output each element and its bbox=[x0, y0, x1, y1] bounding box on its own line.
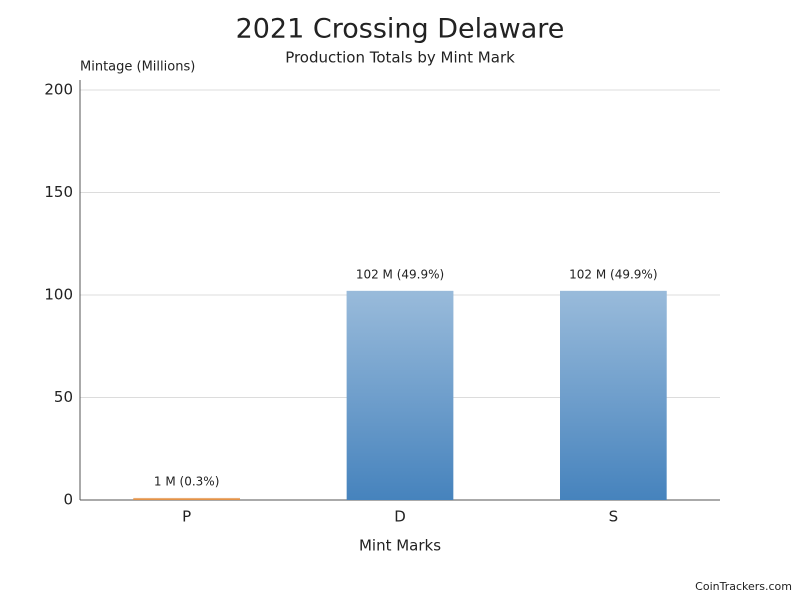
bar-sheen bbox=[346, 290, 454, 500]
y-axis-title: Mintage (Millions) bbox=[80, 60, 195, 75]
y-tick-label: 200 bbox=[44, 81, 73, 99]
bar-sheen bbox=[133, 497, 240, 500]
y-tick-label: 50 bbox=[54, 388, 73, 406]
y-tick-label: 0 bbox=[63, 491, 73, 509]
x-tick-label: S bbox=[609, 508, 619, 526]
bar-sheen bbox=[560, 290, 667, 500]
chart-title: 2021 Crossing Delaware bbox=[236, 14, 565, 45]
value-label: 102 M (49.9%) bbox=[569, 267, 657, 281]
y-tick-label: 150 bbox=[44, 183, 73, 201]
chart-subtitle: Production Totals by Mint Mark bbox=[285, 49, 515, 67]
x-tick-label: P bbox=[182, 508, 191, 526]
value-label: 1 M (0.3%) bbox=[154, 474, 219, 488]
footer: CoinTrackers.com bbox=[695, 580, 792, 593]
x-tick-label: D bbox=[394, 508, 406, 526]
value-label: 102 M (49.9%) bbox=[356, 267, 444, 281]
x-axis-title: Mint Marks bbox=[359, 537, 441, 555]
y-tick-label: 100 bbox=[44, 286, 73, 304]
